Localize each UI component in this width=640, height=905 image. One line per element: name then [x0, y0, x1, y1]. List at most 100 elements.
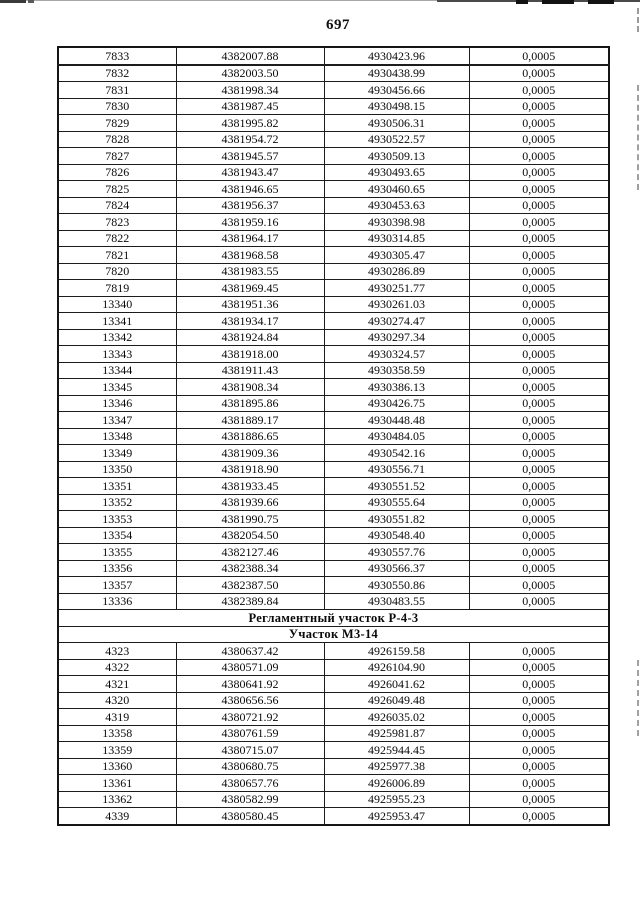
table-cell: 13340	[57, 295, 177, 313]
table-cell: 4930358.59	[323, 361, 470, 379]
table-cell: 4381933.45	[175, 477, 325, 495]
table-cell: 0,0005	[468, 493, 610, 511]
table-cell: 4321	[57, 675, 177, 693]
table-cell: 7830	[57, 97, 177, 115]
table-cell: 13348	[57, 427, 177, 445]
table-cell: 0,0005	[468, 114, 610, 132]
table-cell: 0,0005	[468, 163, 610, 181]
table-row: 13356 4382388.34 4930566.37 0,0005	[57, 559, 610, 577]
scan-artifact-right-edge	[637, 8, 639, 32]
table-cell: 0,0005	[468, 576, 610, 594]
table-cell: 0,0005	[468, 427, 610, 445]
table-row: 7833 4382007.88 4930423.96 0,0005	[57, 46, 610, 66]
table-cell: 13352	[57, 493, 177, 511]
table-row: 7829 4381995.82 4930506.31 0,0005	[57, 114, 610, 132]
table-cell: 4930456.66	[323, 81, 470, 99]
table-cell: 4381995.82	[175, 114, 325, 132]
page-number: 697	[326, 17, 350, 33]
table-row: 7824 4381956.37 4930453.63 0,0005	[57, 196, 610, 214]
table-cell: 4381939.66	[175, 493, 325, 511]
table-cell: 0,0005	[468, 378, 610, 396]
scan-artifact-top-dash	[588, 0, 614, 4]
table-cell: 4381886.65	[175, 427, 325, 445]
table-cell: 0,0005	[468, 658, 610, 676]
table-cell: 4930548.40	[323, 526, 470, 544]
table-cell: 7824	[57, 196, 177, 214]
table-cell: 0,0005	[468, 708, 610, 726]
table-cell: 0,0005	[468, 444, 610, 462]
table-row: 13342 4381924.84 4930297.34 0,0005	[57, 328, 610, 346]
table-row: 13361 4380657.76 4926006.89 0,0005	[57, 774, 610, 792]
table-cell: 7821	[57, 246, 177, 264]
table-row: 13357 4382387.50 4930550.86 0,0005	[57, 576, 610, 594]
table-row: 7830 4381987.45 4930498.15 0,0005	[57, 97, 610, 115]
table-cell: 4381945.57	[175, 147, 325, 165]
table-cell: 4380582.99	[175, 790, 325, 808]
scan-artifact-top-dash	[28, 0, 34, 3]
table-cell: 4930483.55	[323, 592, 470, 610]
table-row: 13348 4381886.65 4930484.05 0,0005	[57, 427, 610, 445]
table-row: 7828 4381954.72 4930522.57 0,0005	[57, 130, 610, 148]
table-row: 13358 4380761.59 4925981.87 0,0005	[57, 724, 610, 742]
table-cell: 4925955.23	[323, 790, 470, 808]
table-cell: 0,0005	[468, 180, 610, 198]
table-cell: 4930509.13	[323, 147, 470, 165]
table-cell: 0,0005	[468, 81, 610, 99]
table-row: 4319 4380721.92 4926035.02 0,0005	[57, 708, 610, 726]
table-cell: 13349	[57, 444, 177, 462]
scan-artifact-right-edge	[637, 85, 639, 190]
table-cell: 4930274.47	[323, 312, 470, 330]
table-cell: 4930423.96	[323, 46, 470, 66]
table-cell: 4926035.02	[323, 708, 470, 726]
table-cell: 0,0005	[468, 526, 610, 544]
table-cell: 4382054.50	[175, 526, 325, 544]
table-row: 4322 4380571.09 4926104.90 0,0005	[57, 658, 610, 676]
table-row: 4321 4380641.92 4926041.62 0,0005	[57, 675, 610, 693]
table-row: 7823 4381959.16 4930398.98 0,0005	[57, 213, 610, 231]
coordinate-table: 7833 4382007.88 4930423.96 0,0005 7832 438200…	[57, 46, 610, 826]
table-cell: 4926049.48	[323, 691, 470, 709]
table-cell: 4381959.16	[175, 213, 325, 231]
table-cell: 0,0005	[468, 97, 610, 115]
table-row: 13359 4380715.07 4925944.45 0,0005	[57, 741, 610, 759]
table-cell: 0,0005	[468, 147, 610, 165]
table-cell: 4381908.34	[175, 378, 325, 396]
table-cell: 0,0005	[468, 774, 610, 792]
table-cell: 0,0005	[468, 691, 610, 709]
table-cell: 4381943.47	[175, 163, 325, 181]
scan-artifact-top-line	[0, 0, 640, 1]
table-cell: 4930438.99	[323, 64, 470, 82]
table-cell: 0,0005	[468, 675, 610, 693]
section-header-cell: Регламентный участок Р-4-3	[57, 609, 610, 627]
table-row: 13336 4382389.84 4930483.55 0,0005	[57, 592, 610, 610]
table-cell: 7829	[57, 114, 177, 132]
table-cell: 7820	[57, 262, 177, 280]
table-cell: 4380580.45	[175, 807, 325, 825]
table-cell: 4382003.50	[175, 64, 325, 82]
scan-artifact-top-dash	[516, 0, 528, 4]
table-row: 4320 4380656.56 4926049.48 0,0005	[57, 691, 610, 709]
table-cell: 4930314.85	[323, 229, 470, 247]
table-cell: 4930542.16	[323, 444, 470, 462]
table-cell: 13336	[57, 592, 177, 610]
table-cell: 4925977.38	[323, 757, 470, 775]
table-cell: 7825	[57, 180, 177, 198]
table-cell: 4381990.75	[175, 510, 325, 528]
table-cell: 4381934.17	[175, 312, 325, 330]
table-cell: 4381918.90	[175, 460, 325, 478]
table-cell: 0,0005	[468, 312, 610, 330]
table-cell: 4381964.17	[175, 229, 325, 247]
table-cell: 13360	[57, 757, 177, 775]
scan-artifact-top-dash	[542, 0, 574, 4]
table-cell: 4381895.86	[175, 394, 325, 412]
table-cell: 0,0005	[468, 345, 610, 363]
table-cell: 13343	[57, 345, 177, 363]
table-cell: 4380656.56	[175, 691, 325, 709]
table-cell: 13344	[57, 361, 177, 379]
table-cell: 4381983.55	[175, 262, 325, 280]
table-cell: 0,0005	[468, 724, 610, 742]
table-row: 13352 4381939.66 4930555.64 0,0005	[57, 493, 610, 511]
table-cell: 0,0005	[468, 213, 610, 231]
table-cell: 0,0005	[468, 295, 610, 313]
table-cell: 0,0005	[468, 361, 610, 379]
